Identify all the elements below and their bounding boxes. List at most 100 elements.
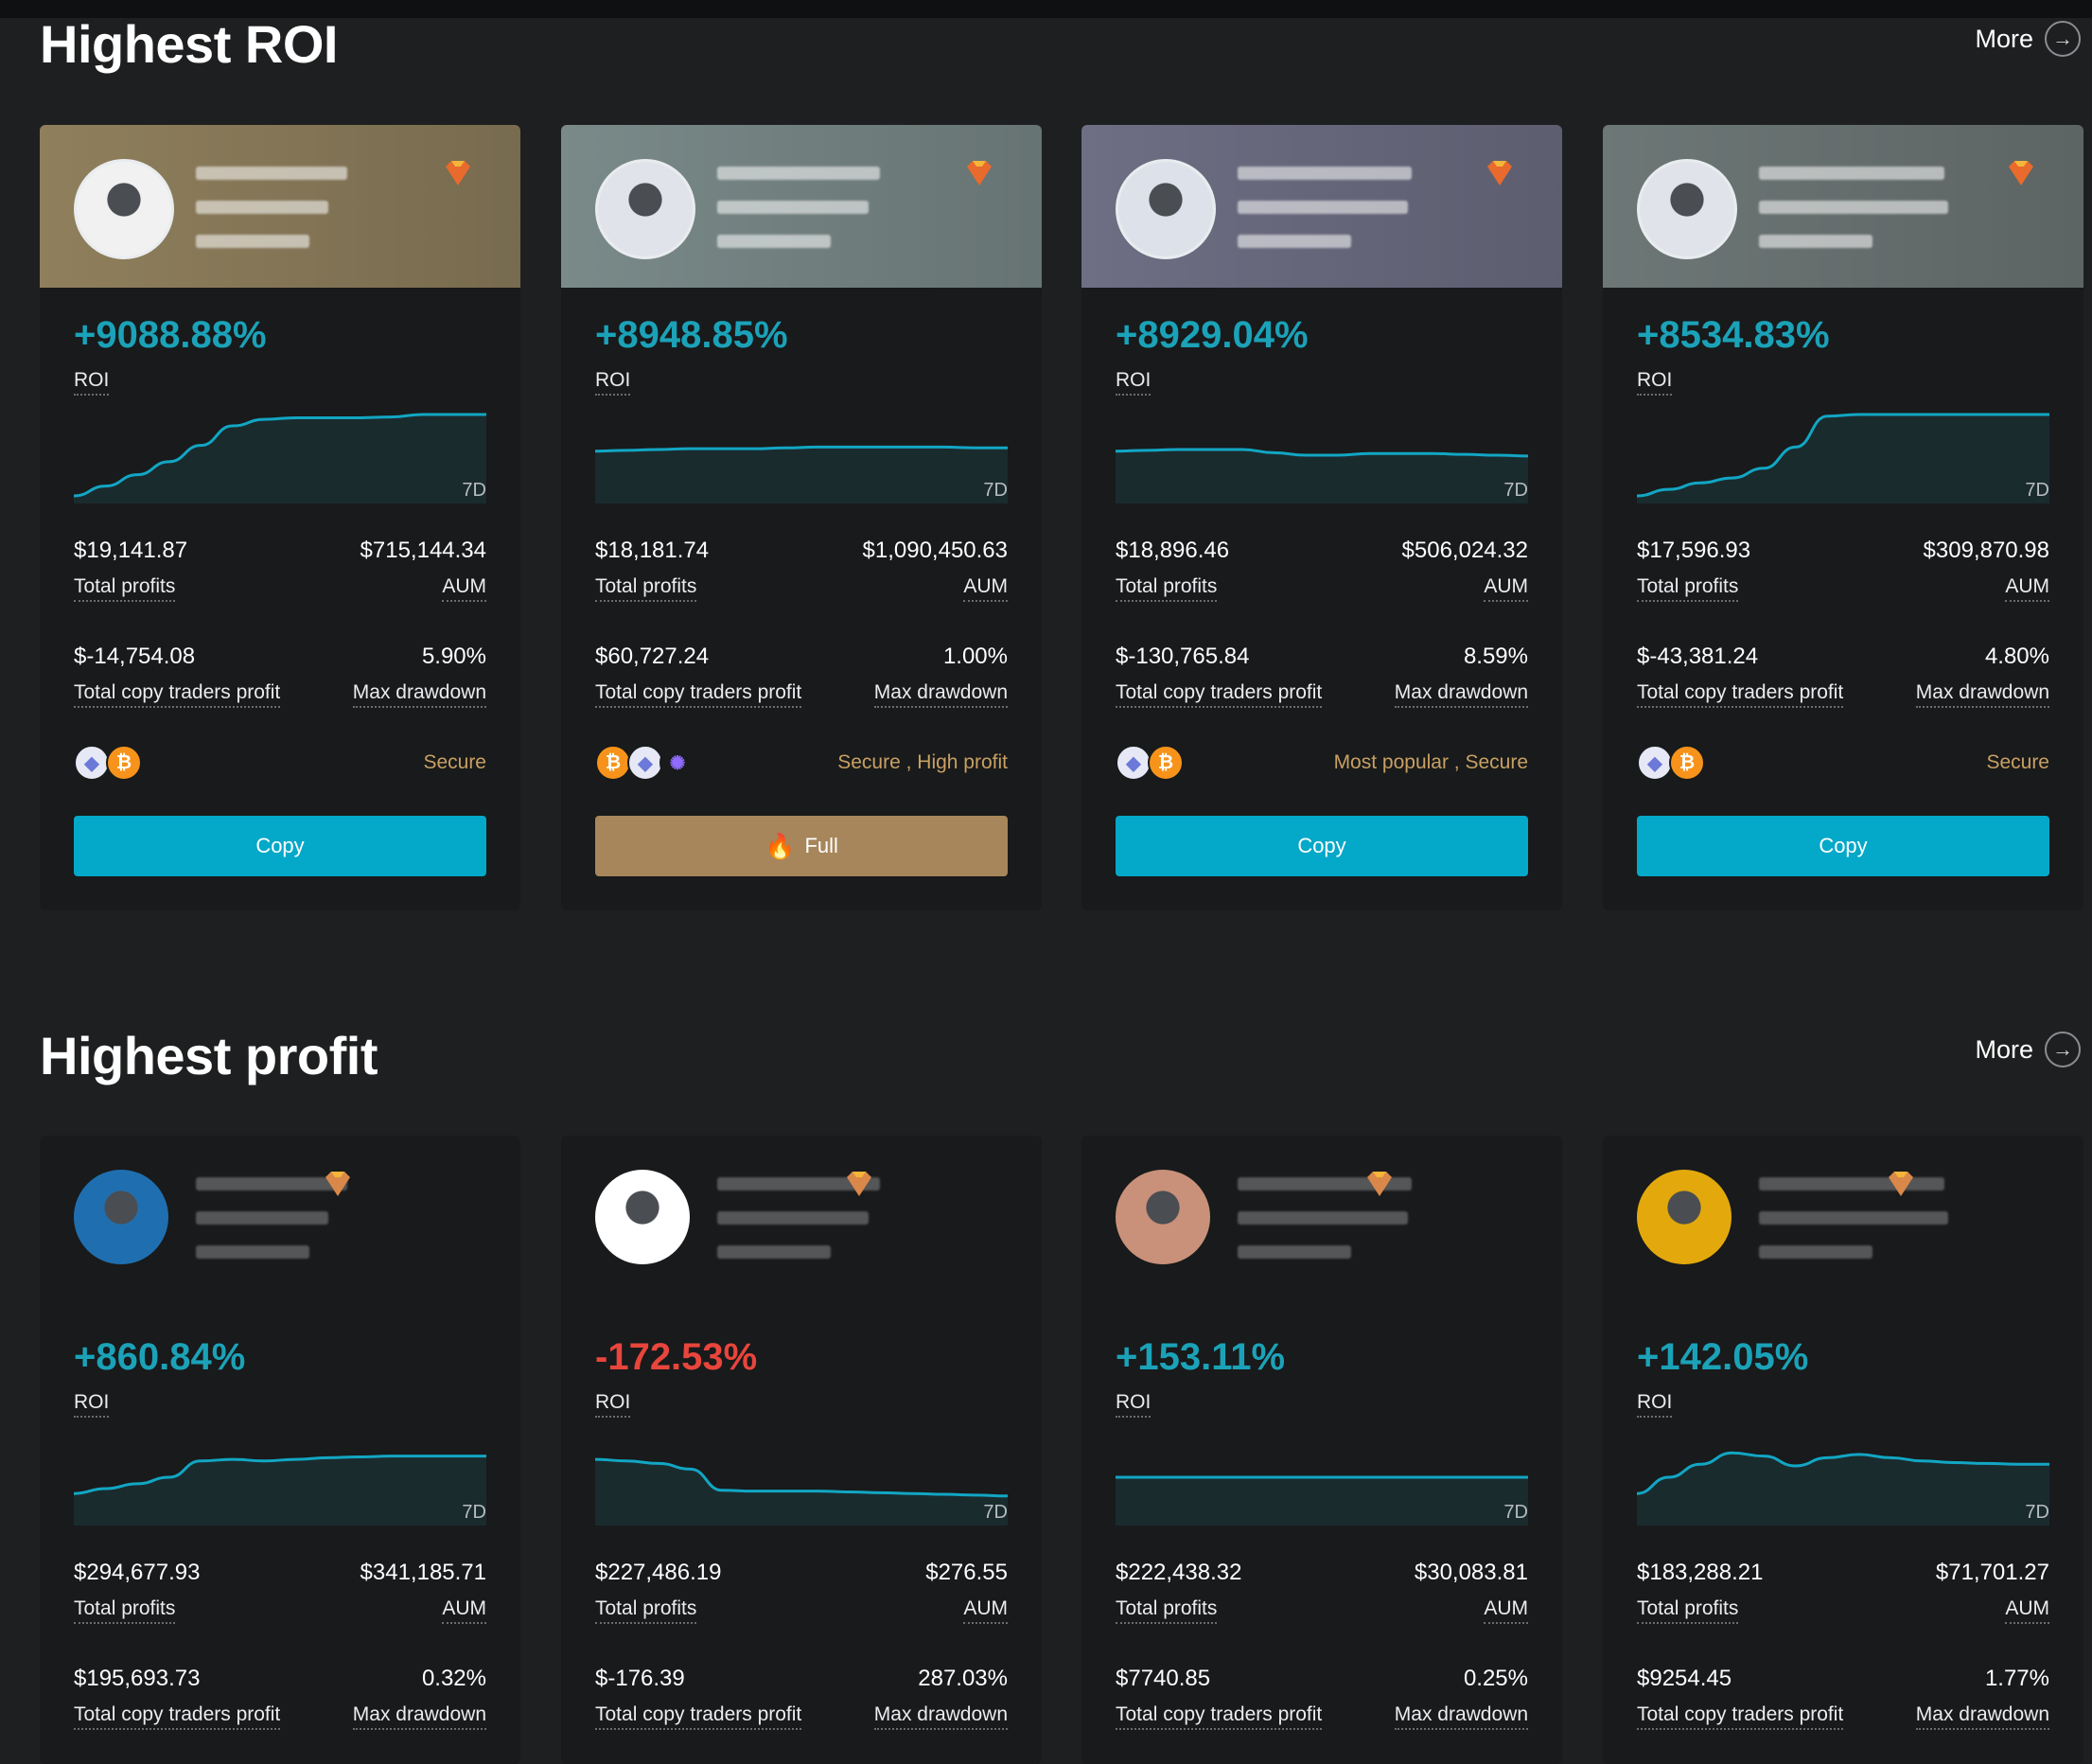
dot-coin-icon: ✺ — [659, 745, 695, 781]
avatar[interactable] — [595, 1170, 690, 1264]
roi-label: ROI — [1637, 1391, 1673, 1418]
copy-profit-label: Total copy traders profit — [74, 1703, 281, 1730]
trader-header — [1081, 1136, 1562, 1310]
button-label: Full — [804, 834, 838, 857]
total-profits-label: Total profits — [74, 575, 176, 602]
obscured-meta — [1238, 1245, 1351, 1259]
trader-card[interactable]: -172.53% ROI 7D $227,486.19 $276.55 Total pro… — [561, 1136, 1042, 1764]
trader-header — [1603, 1136, 2083, 1310]
avatar[interactable] — [74, 1170, 168, 1264]
sparkline-area — [1637, 1453, 2049, 1526]
badge-gem-icon — [963, 159, 995, 187]
aum-value: $341,185.71 — [360, 1560, 486, 1585]
copy-button[interactable]: Copy — [1637, 816, 2049, 876]
stat-label-row-profits: Total profits AUM — [595, 575, 1008, 602]
sparkline-area — [1637, 415, 2049, 503]
avatar[interactable] — [1637, 159, 1737, 259]
section-title-highest-profit: Highest profit — [40, 1026, 378, 1085]
roi-label: ROI — [595, 1391, 631, 1418]
obscured-meta — [717, 1245, 831, 1259]
roi-value: +8948.85% — [595, 314, 788, 356]
obscured-subtitle — [1759, 201, 1948, 214]
roi-sparkline: 7D — [1637, 1421, 2049, 1526]
coins-tags-row: ₿ ◆ ✺ Secure , High profit — [595, 744, 1008, 782]
eth-coin-icon: ◆ — [74, 745, 110, 781]
roi-sparkline: 7D — [1637, 399, 2049, 503]
trader-tags: Secure — [1986, 751, 2049, 773]
period-label: 7D — [2025, 1502, 2049, 1523]
aum-label: AUM — [442, 575, 486, 602]
period-label: 7D — [1503, 1502, 1528, 1523]
total-profits-value: $227,486.19 — [595, 1560, 722, 1585]
roi-label: ROI — [1637, 369, 1673, 396]
trader-card-body: +9088.88% ROI 7D $19,141.87 $715,144.34 Total… — [40, 314, 520, 910]
aum-label: AUM — [1484, 575, 1528, 602]
roi-sparkline: 7D — [595, 1421, 1008, 1526]
obscured-name — [1759, 167, 1944, 180]
avatar[interactable] — [595, 159, 695, 259]
stat-label-row-profits: Total profits AUM — [1637, 1597, 2049, 1624]
avatar[interactable] — [1637, 1170, 1732, 1264]
copy-profit-label: Total copy traders profit — [595, 681, 802, 708]
avatar[interactable] — [74, 159, 174, 259]
trader-header — [1081, 125, 1562, 288]
sparkline-line — [1637, 1451, 2049, 1495]
drawdown-label: Max drawdown — [1394, 1703, 1528, 1730]
btc-coin-icon: ₿ — [1148, 745, 1184, 781]
trader-card[interactable]: +9088.88% ROI 7D $19,141.87 $715,144.34 Total… — [40, 125, 520, 910]
copy-button[interactable]: Copy — [74, 816, 486, 876]
badge-gem-icon — [442, 159, 474, 187]
more-link-highest-roi[interactable]: More → — [1975, 21, 2081, 57]
trader-card[interactable]: +8534.83% ROI 7D $17,596.93 $309,870.98 Total… — [1603, 125, 2083, 910]
total-profits-label: Total profits — [1637, 1597, 1739, 1624]
stat-label-row-copy: Total copy traders profit Max drawdown — [1637, 681, 2049, 708]
full-button[interactable]: 🔥 Full — [595, 816, 1008, 876]
avatar[interactable] — [1116, 159, 1216, 259]
trader-card[interactable]: +153.11% ROI 7D $222,438.32 $30,083.81 Total … — [1081, 1136, 1562, 1764]
stat-row-profits: $294,677.93 $341,185.71 — [74, 1560, 486, 1586]
trader-card[interactable]: +8948.85% ROI 7D $18,181.74 $1,090,450.63 Tot… — [561, 125, 1042, 910]
copy-profit-value: $195,693.73 — [74, 1666, 201, 1691]
roi-value: +153.11% — [1116, 1336, 1286, 1378]
roi-value: -172.53% — [595, 1336, 758, 1378]
obscured-subtitle — [1759, 1211, 1948, 1225]
trader-card[interactable]: +8929.04% ROI 7D $18,896.46 $506,024.32 Total… — [1081, 125, 1562, 910]
button-label: Copy — [1819, 834, 1868, 857]
coins-tags-row: ◆ ₿ Secure — [1637, 744, 2049, 782]
btc-coin-icon: ₿ — [595, 745, 631, 781]
badge-gem-icon — [322, 1170, 354, 1198]
stat-row-profits: $222,438.32 $30,083.81 — [1116, 1560, 1528, 1586]
top-bar — [0, 0, 2092, 18]
trader-header — [561, 125, 1042, 288]
copy-profit-label: Total copy traders profit — [74, 681, 281, 708]
trader-header — [1603, 125, 2083, 288]
aum-value: $1,090,450.63 — [862, 538, 1008, 563]
trader-card[interactable]: +860.84% ROI 7D $294,677.93 $341,185.71 Total… — [40, 1136, 520, 1764]
obscured-subtitle — [717, 201, 869, 214]
total-profits-value: $183,288.21 — [1637, 1560, 1764, 1585]
obscured-subtitle — [717, 1211, 869, 1225]
roi-value: +860.84% — [74, 1336, 246, 1378]
avatar[interactable] — [1116, 1170, 1210, 1264]
trader-tags: Secure , High profit — [837, 751, 1008, 773]
arrow-right-icon: → — [2045, 21, 2081, 57]
aum-value: $71,701.27 — [1935, 1560, 2049, 1585]
drawdown-value: 287.03% — [918, 1666, 1008, 1691]
copy-button[interactable]: Copy — [1116, 816, 1528, 876]
drawdown-label: Max drawdown — [873, 681, 1008, 708]
drawdown-label: Max drawdown — [1394, 681, 1528, 708]
copy-profit-label: Total copy traders profit — [1116, 1703, 1323, 1730]
more-link-highest-profit[interactable]: More → — [1975, 1032, 2081, 1067]
period-label: 7D — [462, 480, 486, 501]
aum-value: $715,144.34 — [360, 538, 486, 563]
roi-value: +142.05% — [1637, 1336, 1809, 1378]
drawdown-value: 4.80% — [1984, 644, 2049, 669]
sparkline-area — [74, 415, 486, 503]
section-title-highest-roi: Highest ROI — [40, 14, 338, 74]
sparkline-area — [595, 447, 1008, 503]
copy-profit-value: $-43,381.24 — [1637, 644, 1759, 669]
stat-row-profits: $18,896.46 $506,024.32 — [1116, 538, 1528, 564]
obscured-meta — [196, 1245, 309, 1259]
trader-card[interactable]: +142.05% ROI 7D $183,288.21 $71,701.27 Total … — [1603, 1136, 2083, 1764]
total-profits-value: $19,141.87 — [74, 538, 188, 563]
